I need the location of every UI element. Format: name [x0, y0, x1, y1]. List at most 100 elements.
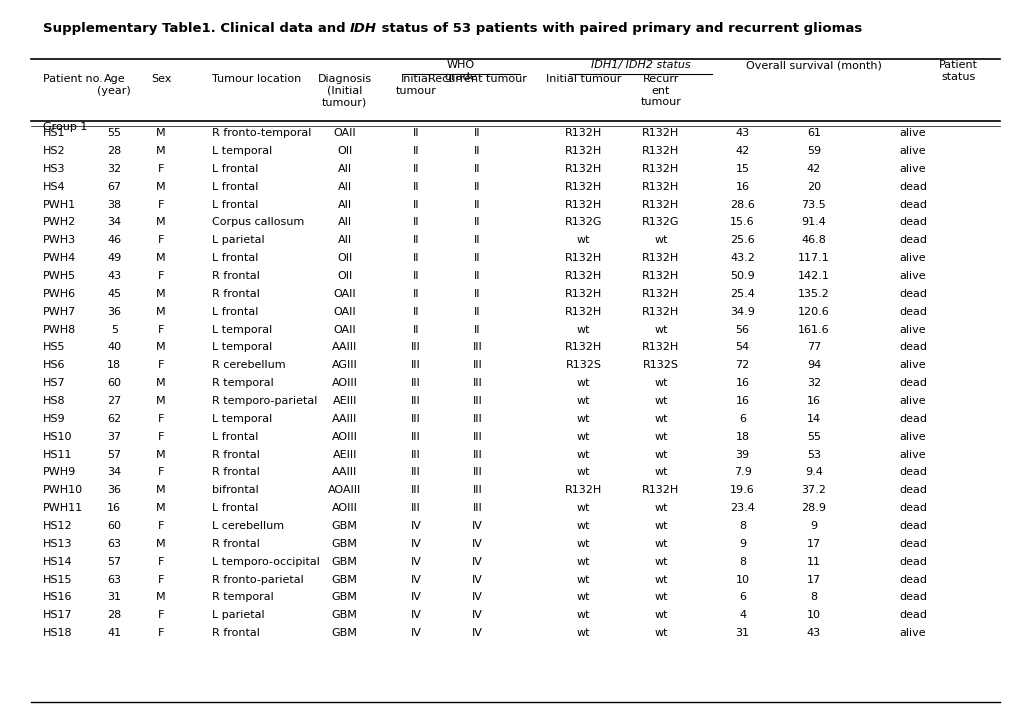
Text: PWH3: PWH3: [43, 235, 75, 246]
Text: R132H: R132H: [642, 307, 679, 317]
Text: R frontal: R frontal: [212, 289, 260, 299]
Text: OAII: OAII: [333, 307, 356, 317]
Text: R132H: R132H: [642, 164, 679, 174]
Text: wt: wt: [653, 611, 667, 620]
Text: HS12: HS12: [43, 521, 72, 531]
Text: PWH9: PWH9: [43, 467, 76, 477]
Text: HS16: HS16: [43, 593, 72, 603]
Text: R132G: R132G: [642, 217, 679, 228]
Text: L temporal: L temporal: [212, 146, 272, 156]
Text: R132H: R132H: [642, 146, 679, 156]
Text: II: II: [413, 164, 419, 174]
Text: wt: wt: [653, 325, 667, 335]
Text: Recurrent tumour: Recurrent tumour: [428, 74, 526, 84]
Text: L temporal: L temporal: [212, 414, 272, 424]
Text: II: II: [474, 325, 480, 335]
Text: AII: AII: [337, 235, 352, 246]
Text: L frontal: L frontal: [212, 503, 258, 513]
Text: IV: IV: [411, 539, 421, 549]
Text: OAII: OAII: [333, 289, 356, 299]
Text: HS3: HS3: [43, 164, 65, 174]
Text: 16: 16: [735, 181, 749, 192]
Text: AAIII: AAIII: [332, 414, 357, 424]
Text: 77: 77: [806, 343, 820, 352]
Text: 16: 16: [806, 396, 820, 406]
Text: AEIII: AEIII: [332, 396, 357, 406]
Text: 23.4: 23.4: [730, 503, 754, 513]
Text: R132S: R132S: [565, 360, 601, 370]
Text: wt: wt: [576, 396, 590, 406]
Text: R132H: R132H: [565, 485, 601, 495]
Text: dead: dead: [898, 217, 926, 228]
Text: dead: dead: [898, 414, 926, 424]
Text: R132H: R132H: [565, 164, 601, 174]
Text: dead: dead: [898, 467, 926, 477]
Text: R132H: R132H: [565, 128, 601, 138]
Text: alive: alive: [899, 146, 925, 156]
Text: HS1: HS1: [43, 128, 65, 138]
Text: 8: 8: [739, 521, 745, 531]
Text: wt: wt: [653, 467, 667, 477]
Text: IV: IV: [472, 593, 482, 603]
Text: M: M: [156, 485, 166, 495]
Text: wt: wt: [653, 378, 667, 388]
Text: R cerebellum: R cerebellum: [212, 360, 285, 370]
Text: wt: wt: [576, 325, 590, 335]
Text: 37: 37: [107, 432, 121, 441]
Text: 17: 17: [806, 539, 820, 549]
Text: R132H: R132H: [565, 307, 601, 317]
Text: HS5: HS5: [43, 343, 65, 352]
Text: 19.6: 19.6: [730, 485, 754, 495]
Text: III: III: [472, 396, 482, 406]
Text: IDH1/ IDH2 status: IDH1/ IDH2 status: [590, 60, 690, 71]
Text: 16: 16: [107, 503, 121, 513]
Text: AGIII: AGIII: [331, 360, 358, 370]
Text: IV: IV: [411, 593, 421, 603]
Text: III: III: [472, 485, 482, 495]
Text: III: III: [472, 503, 482, 513]
Text: wt: wt: [576, 593, 590, 603]
Text: wt: wt: [576, 521, 590, 531]
Text: alive: alive: [899, 325, 925, 335]
Text: 9: 9: [739, 539, 745, 549]
Text: 6: 6: [739, 593, 745, 603]
Text: Sex: Sex: [151, 74, 171, 84]
Text: AII: AII: [337, 164, 352, 174]
Text: Supplementary Table1. Clinical data and: Supplementary Table1. Clinical data and: [43, 22, 350, 35]
Text: 56: 56: [735, 325, 749, 335]
Text: 60: 60: [107, 521, 121, 531]
Text: 8: 8: [810, 593, 816, 603]
Text: 40: 40: [107, 343, 121, 352]
Text: III: III: [472, 360, 482, 370]
Text: III: III: [472, 467, 482, 477]
Text: 17: 17: [806, 575, 820, 585]
Text: R132H: R132H: [642, 343, 679, 352]
Text: dead: dead: [898, 485, 926, 495]
Text: AOIII: AOIII: [331, 503, 358, 513]
Text: GBM: GBM: [331, 575, 358, 585]
Text: R132H: R132H: [642, 128, 679, 138]
Text: R132H: R132H: [565, 146, 601, 156]
Text: alive: alive: [899, 449, 925, 459]
Text: R frontal: R frontal: [212, 449, 260, 459]
Text: 54: 54: [735, 343, 749, 352]
Text: III: III: [472, 343, 482, 352]
Text: 31: 31: [107, 593, 121, 603]
Text: 41: 41: [107, 628, 121, 638]
Text: R temporal: R temporal: [212, 593, 274, 603]
Text: wt: wt: [576, 235, 590, 246]
Text: GBM: GBM: [331, 557, 358, 567]
Text: M: M: [156, 253, 166, 263]
Text: HS17: HS17: [43, 611, 72, 620]
Text: 7.9: 7.9: [733, 467, 751, 477]
Text: R frontal: R frontal: [212, 539, 260, 549]
Text: F: F: [158, 432, 164, 441]
Text: R132G: R132G: [565, 217, 601, 228]
Text: R132H: R132H: [565, 253, 601, 263]
Text: 10: 10: [806, 611, 820, 620]
Text: II: II: [413, 146, 419, 156]
Text: II: II: [474, 235, 480, 246]
Text: 32: 32: [107, 164, 121, 174]
Text: L frontal: L frontal: [212, 199, 258, 210]
Text: HS2: HS2: [43, 146, 65, 156]
